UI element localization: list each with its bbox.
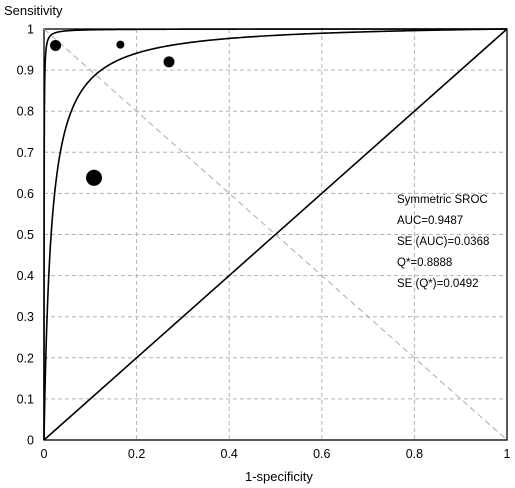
y-tick-label: 0.1: [17, 392, 34, 406]
y-tick-label: 0.6: [17, 187, 34, 201]
annotation-auc: AUC=0.9487: [397, 215, 464, 227]
sroc-curve: [43, 28, 508, 440]
annotation-se-q-star: SE (Q*)=0.0492: [397, 278, 479, 290]
x-tick-label: 0.2: [128, 447, 145, 461]
y-tick-label: 0.9: [17, 64, 34, 78]
y-tick-label: 1: [27, 23, 34, 37]
x-tick-label: 0.8: [406, 447, 423, 461]
y-tick-label: 0.2: [17, 351, 34, 365]
x-tick-label: 0.6: [313, 447, 330, 461]
annotation-q-star: Q*=0.8888: [397, 257, 453, 269]
study-point: [116, 40, 125, 49]
study-point: [163, 56, 175, 68]
y-axis-title: Sensitivity: [4, 3, 63, 18]
x-tick-label: 0: [41, 447, 48, 461]
annotation-title: Symmetric SROC: [397, 194, 488, 206]
y-tick-label: 0.4: [17, 269, 34, 283]
y-tick-label: 0.8: [17, 105, 34, 119]
study-point: [50, 39, 62, 51]
y-tick-label: 0.7: [17, 146, 34, 160]
chance-diagonal-line: [43, 28, 508, 441]
stats-annotation: Symmetric SROC AUC=0.9487 SE (AUC)=0.036…: [397, 190, 489, 295]
y-tick-label: 0.5: [17, 228, 34, 242]
x-axis-title: 1-specificity: [245, 469, 313, 484]
y-tick-label: 0: [27, 434, 34, 448]
study-point: [86, 169, 103, 186]
annotation-se-auc: SE (AUC)=0.0368: [397, 236, 490, 248]
y-tick-label: 0.3: [17, 310, 34, 324]
sroc-upper-curve: [43, 28, 507, 440]
x-tick-label: 1: [504, 447, 511, 461]
symmetry-line: [43, 28, 508, 441]
x-tick-label: 0.4: [221, 447, 238, 461]
